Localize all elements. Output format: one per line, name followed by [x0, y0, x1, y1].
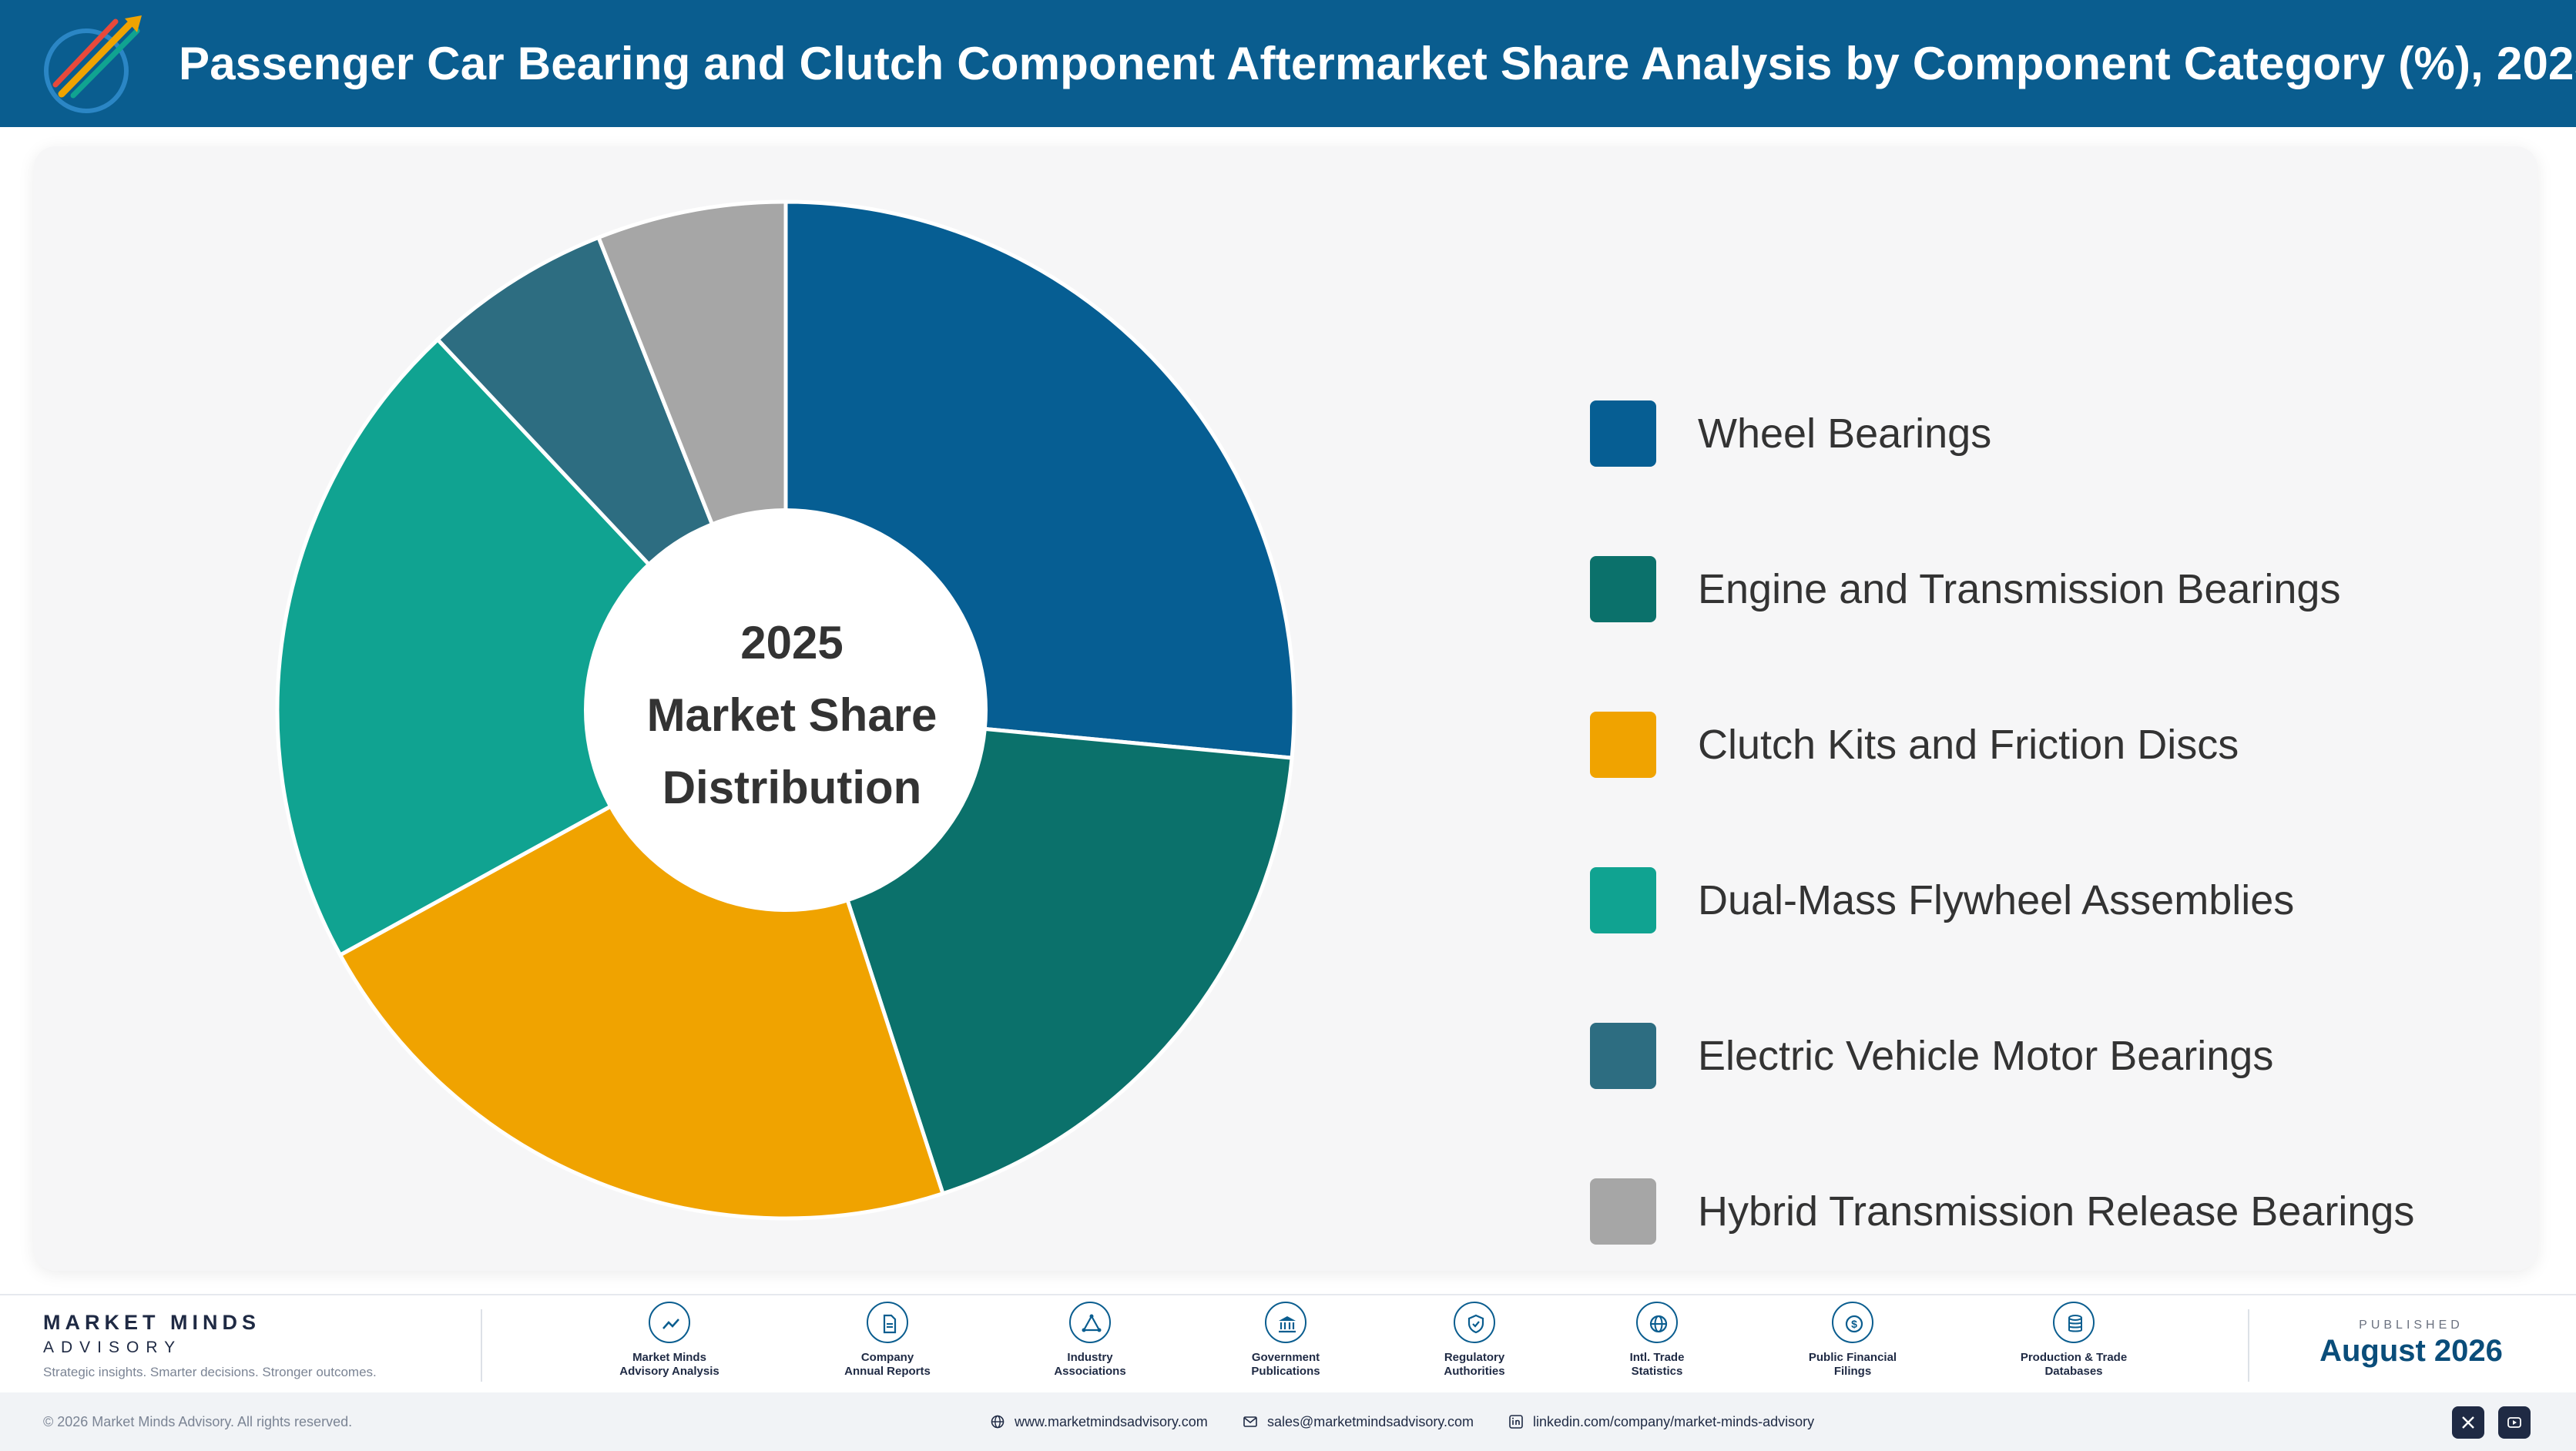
- legend-swatch: [1590, 867, 1656, 933]
- source-public-financial-filings: $ Public Financial Filings: [1776, 1302, 1930, 1379]
- email-text: sales@marketmindsadvisory.com: [1267, 1414, 1474, 1429]
- legend-swatch: [1590, 712, 1656, 778]
- legend-label: Engine and Transmission Bearings: [1698, 566, 2341, 612]
- website-link[interactable]: www.marketmindsadvisory.com: [990, 1392, 1208, 1451]
- legend-swatch: [1590, 556, 1656, 622]
- trend-chart-icon: [649, 1302, 690, 1343]
- source-trade-statistics: Intl. Trade Statistics: [1580, 1302, 1734, 1379]
- x-social-button[interactable]: [2452, 1406, 2484, 1439]
- source-industry-associations: Industry Associations: [1013, 1302, 1167, 1379]
- source-label: Production & Trade Databases: [2020, 1351, 2128, 1378]
- government-building-icon: [1265, 1302, 1306, 1343]
- legend-swatch: [1590, 1178, 1656, 1245]
- linkedin-link[interactable]: linkedin.com/company/market-minds-adviso…: [1508, 1392, 1814, 1451]
- published-date: August 2026: [2319, 1334, 2503, 1368]
- youtube-social-button[interactable]: [2498, 1406, 2531, 1439]
- copyright-text: © 2026 Market Minds Advisory. All rights…: [43, 1414, 353, 1429]
- linkedin-icon: [1509, 1415, 1523, 1429]
- legend-label: Wheel Bearings: [1698, 411, 1992, 457]
- footer-divider: [481, 1309, 482, 1382]
- page-title: Passenger Car Bearing and Clutch Compone…: [179, 38, 2576, 89]
- source-label: Market Minds Advisory Analysis: [619, 1351, 719, 1378]
- legend-label: Dual-Mass Flywheel Assemblies: [1698, 877, 2295, 923]
- source-label: Industry Associations: [1054, 1351, 1126, 1378]
- brand-subtitle: ADVISORY: [43, 1339, 183, 1356]
- document-icon: [867, 1302, 908, 1343]
- center-label-year: 2025: [740, 617, 844, 669]
- website-text: www.marketmindsadvisory.com: [1015, 1414, 1208, 1429]
- legend-label: Electric Vehicle Motor Bearings: [1698, 1033, 2274, 1079]
- legend-label: Clutch Kits and Friction Discs: [1698, 722, 2239, 768]
- center-label-line2: Market Share: [646, 689, 937, 741]
- source-annual-reports: Company Annual Reports: [810, 1302, 964, 1379]
- dollar-coin-icon: $: [1832, 1302, 1873, 1343]
- footer-bottom-bar: © 2026 Market Minds Advisory. All rights…: [0, 1392, 2576, 1451]
- chart-card: 2025 Market Share Distribution Wheel Bea…: [34, 146, 2537, 1271]
- legend-label: Hybrid Transmission Release Bearings: [1698, 1188, 2415, 1235]
- published-label: PUBLISHED: [2359, 1319, 2464, 1332]
- source-market-minds-analysis: Market Minds Advisory Analysis: [592, 1302, 746, 1379]
- header-bar: Passenger Car Bearing and Clutch Compone…: [0, 0, 2576, 127]
- globe-icon: [1636, 1302, 1678, 1343]
- company-logo-icon: [44, 15, 142, 113]
- globe-icon: [991, 1415, 1005, 1429]
- source-government-publications: Government Publications: [1209, 1302, 1363, 1379]
- source-label: Intl. Trade Statistics: [1629, 1351, 1685, 1378]
- footer-divider: [2248, 1309, 2249, 1382]
- network-icon: [1069, 1302, 1111, 1343]
- source-label: Regulatory Authorities: [1444, 1351, 1505, 1378]
- svg-text:$: $: [1851, 1318, 1857, 1330]
- legend-swatch: [1590, 400, 1656, 467]
- footer: MARKET MINDS ADVISORY Strategic insights…: [0, 1294, 2576, 1451]
- shield-check-icon: [1454, 1302, 1495, 1343]
- source-regulatory-authorities: Regulatory Authorities: [1397, 1302, 1551, 1379]
- brand-tagline: Strategic insights. Smarter decisions. S…: [43, 1365, 377, 1379]
- center-label-line3: Distribution: [662, 762, 922, 813]
- mail-icon: [1243, 1416, 1257, 1427]
- donut-chart: [275, 199, 1296, 1221]
- pie-slice-dual-mass-flywheel: [275, 337, 790, 958]
- database-icon: [2053, 1302, 2095, 1343]
- email-link[interactable]: sales@marketmindsadvisory.com: [1243, 1392, 1474, 1451]
- source-label: Public Financial Filings: [1808, 1351, 1897, 1378]
- source-production-trade-databases: Production & Trade Databases: [1997, 1302, 2151, 1379]
- linkedin-text: linkedin.com/company/market-minds-adviso…: [1533, 1414, 1815, 1429]
- x-icon: [2462, 1416, 2474, 1429]
- youtube-icon: [2507, 1417, 2521, 1428]
- source-label: Company Annual Reports: [844, 1351, 931, 1378]
- legend-swatch: [1590, 1023, 1656, 1089]
- source-label: Government Publications: [1251, 1351, 1320, 1378]
- brand-name: MARKET MINDS: [43, 1311, 260, 1334]
- donut-hole: [584, 508, 988, 912]
